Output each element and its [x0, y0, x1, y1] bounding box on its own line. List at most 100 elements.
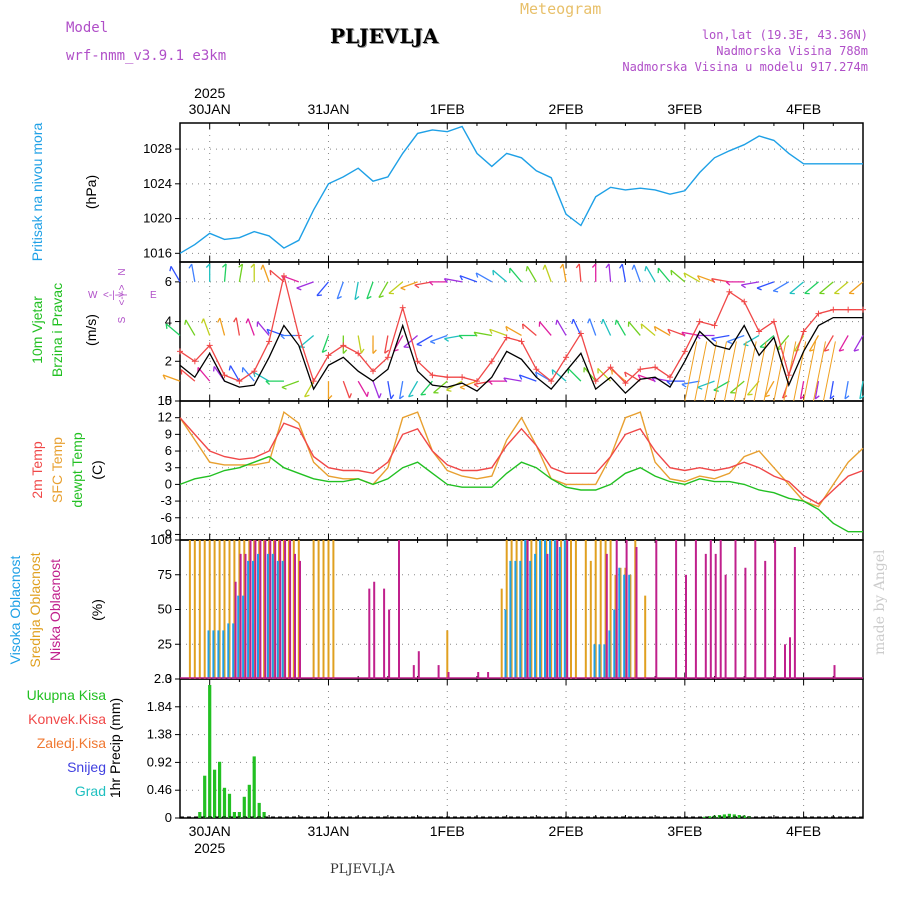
wind-barb: [833, 281, 849, 294]
wind-barb: [670, 269, 686, 283]
wind-barb: [578, 263, 582, 282]
meteogram-title: Meteogram: [520, 0, 602, 18]
dewpoint-line: [179, 455, 863, 533]
wind-barb-head: [534, 371, 538, 378]
wind-barb-head: [180, 369, 183, 375]
temperature-ytick-label: -3: [160, 493, 172, 508]
wind-barb: [522, 323, 537, 336]
precip-bar: [208, 685, 212, 818]
wind-barb: [354, 281, 359, 300]
wind-barb-head: [644, 266, 647, 272]
precip-bar: [722, 814, 726, 818]
wind-barb-head: [233, 317, 237, 323]
pressure-line: [179, 125, 863, 254]
wind-barb-head: [360, 348, 365, 354]
wind-barb: [384, 335, 389, 354]
top-date-label: 2FEB: [549, 101, 584, 117]
wind-barb-head: [458, 335, 464, 340]
wind-barb: [654, 325, 671, 337]
wind-barb: [562, 263, 567, 282]
wind-barb-head: [492, 270, 495, 276]
wind-barb-head: [571, 319, 574, 325]
wind-barb-head: [555, 319, 558, 325]
wind-barb-field: [723, 341, 737, 402]
wind-barb-field: [803, 341, 817, 402]
wind-barb-head: [269, 270, 272, 276]
wind-barb: [357, 380, 368, 398]
wind-barb: [853, 335, 864, 352]
wind-ytick-label: 6: [165, 274, 172, 289]
wind-barb-head: [378, 295, 384, 299]
wind-barb-head: [756, 287, 762, 291]
wind-barb-head: [414, 284, 420, 289]
wind-barb: [398, 381, 404, 400]
wind-barb: [253, 371, 270, 382]
wind-barb: [223, 263, 227, 282]
pressure-unit: (hPa): [83, 175, 99, 209]
wind-barb-head: [265, 380, 271, 385]
wind-barb: [296, 281, 314, 289]
bottom-date-label: 30JAN: [189, 823, 231, 839]
precip-title: 1hr Precip (mm): [107, 698, 123, 798]
wind-barb-head: [459, 275, 463, 281]
wind-barb-head: [428, 281, 434, 286]
wind-barb-head: [446, 389, 452, 392]
model-name: wrf-nmm_v3.9.1 e3km: [66, 48, 227, 64]
wind-barb-head: [670, 270, 673, 276]
wind-barb: [366, 281, 374, 300]
wind-barb: [588, 318, 597, 336]
wind-barb: [799, 381, 805, 400]
precip-bar: [218, 761, 222, 818]
wind-barb: [321, 335, 330, 353]
wind-barb: [269, 269, 285, 283]
wind-barb-head: [575, 263, 580, 269]
wind-barb-head: [489, 328, 493, 335]
wind-barb-head: [518, 374, 523, 380]
wind-barb-head: [631, 264, 635, 270]
wind-barb: [475, 272, 493, 283]
wind-barb-field: [773, 341, 787, 402]
wind-barb: [829, 381, 834, 400]
wind-barb-head: [740, 284, 746, 289]
bottom-date-label: 31JAN: [307, 823, 349, 839]
wind-barb-head: [228, 365, 232, 371]
wind-barb: [633, 264, 641, 283]
wind-barb: [162, 374, 181, 382]
wind-barb-head: [853, 348, 859, 352]
t2m-line: [179, 417, 864, 505]
top-date-label: 3FEB: [667, 101, 702, 117]
wind-barb: [403, 334, 418, 348]
temperature-ytick-label: 3: [165, 460, 172, 475]
wind-barb: [747, 380, 760, 396]
wind-barb: [556, 319, 567, 336]
wind-barb-head: [328, 395, 333, 400]
wind-barb: [387, 381, 392, 400]
wind-barb-head: [322, 349, 328, 353]
wind-barb-head: [587, 318, 591, 324]
precip-legend-frz: Zaledj.Kisa: [37, 735, 106, 751]
wind-legend-n: N: [117, 268, 128, 275]
wind-barb-head: [697, 386, 703, 390]
wind-barb: [756, 281, 775, 289]
precip-bar: [213, 769, 217, 818]
wind-barb-head: [408, 394, 414, 398]
wind-speed-line: [179, 316, 863, 395]
wind-barb-field: [763, 341, 777, 402]
wind-barb-head: [640, 323, 643, 329]
wind-barb: [266, 328, 285, 337]
precip-bar: [222, 787, 227, 818]
wind-barb: [572, 318, 582, 336]
precip-bar: [737, 815, 741, 818]
wind-barb: [667, 328, 686, 337]
temperature-ytick-label: 9: [165, 426, 172, 441]
wind-barb-head: [725, 281, 731, 286]
precip-ytick-label: 0.92: [147, 754, 172, 769]
wind-legend-s: S: [117, 316, 128, 323]
pressure-frame: [179, 122, 864, 263]
wind-barb-head: [711, 278, 716, 284]
wind-barb: [400, 281, 418, 289]
precip-bar: [257, 802, 261, 818]
wind-barb-head: [245, 318, 249, 324]
precip-bar: [242, 796, 246, 818]
precip-bar: [237, 812, 241, 818]
